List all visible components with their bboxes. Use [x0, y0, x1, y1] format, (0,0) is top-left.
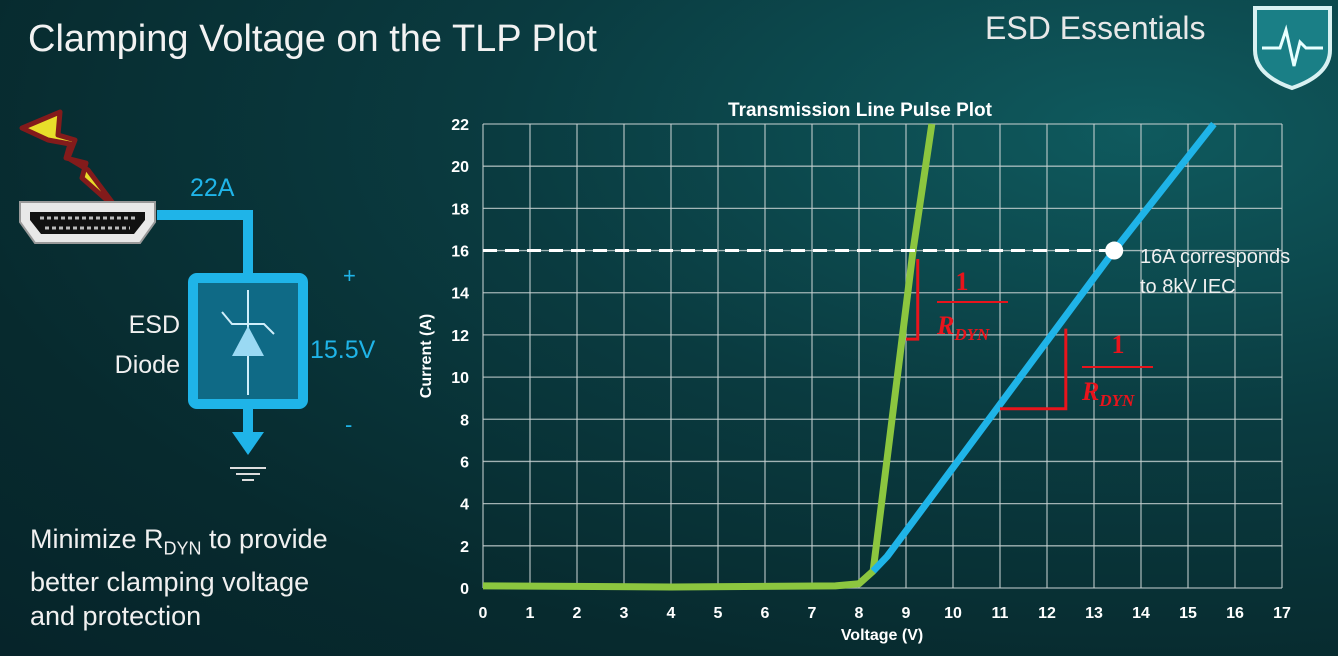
- x-tick-label: 16: [1226, 605, 1244, 622]
- esd-diode-circuit: [157, 210, 308, 481]
- y-tick-label: 10: [451, 370, 469, 387]
- slope-denominator-sub: DYN: [953, 325, 990, 344]
- y-axis-label: Current (A): [418, 314, 435, 398]
- x-tick-label: 3: [620, 605, 629, 622]
- y-tick-label: 2: [460, 539, 469, 556]
- y-tick-label: 8: [460, 412, 469, 429]
- x-tick-label: 7: [808, 605, 817, 622]
- x-tick-label: 8: [855, 605, 864, 622]
- slope-numerator: 1: [1112, 330, 1125, 359]
- slope-triangle-blue: [1000, 328, 1068, 411]
- x-tick-label: 11: [992, 605, 1009, 622]
- marker-point: [1105, 241, 1124, 260]
- series-line-blue: [870, 121, 1217, 574]
- device-label-esd: ESD: [129, 311, 180, 339]
- x-tick-label: 6: [761, 605, 770, 622]
- summary-line: better clamping voltage: [30, 567, 310, 598]
- y-tick-label: 0: [460, 581, 469, 598]
- slope-denominator: R: [1081, 377, 1099, 406]
- x-tick-label: 13: [1085, 605, 1103, 622]
- x-tick-label: 12: [1038, 605, 1056, 622]
- summary-part: Minimize R: [30, 524, 164, 554]
- svg-text:RDYN: RDYN: [936, 311, 990, 344]
- shield-logo-icon: [1253, 6, 1332, 91]
- current-label: 22A: [190, 174, 235, 202]
- marker-annotation-line1: 16A corresponds: [1140, 246, 1290, 268]
- plus-sign: +: [343, 263, 356, 288]
- y-tick-label: 22: [451, 117, 469, 134]
- y-tick-label: 16: [451, 244, 469, 261]
- slope-denominator: R: [936, 311, 954, 340]
- slope-label-blue: 1 RDYN: [1081, 330, 1153, 410]
- x-tick-label: 2: [573, 605, 582, 622]
- y-tick-label: 20: [451, 159, 469, 176]
- slide-title: Clamping Voltage on the TLP Plot: [28, 18, 597, 60]
- slope-triangle-green: [906, 258, 920, 341]
- hdmi-connector-icon: [19, 201, 156, 244]
- x-tick-label: 15: [1179, 605, 1197, 622]
- x-tick-label: 17: [1273, 605, 1291, 622]
- x-tick-label: 5: [714, 605, 723, 622]
- x-tick-label: 4: [667, 605, 676, 622]
- y-tick-label: 12: [451, 328, 469, 345]
- x-tick-label: 1: [526, 605, 535, 622]
- slope-denominator-sub: DYN: [1098, 391, 1135, 410]
- x-axis-label: Voltage (V): [841, 627, 923, 644]
- summary-subscript: DYN: [163, 538, 202, 559]
- svg-text:RDYN: RDYN: [1081, 377, 1135, 410]
- lightning-icon: [19, 109, 121, 213]
- y-tick-label: 6: [460, 454, 469, 471]
- minus-sign: -: [345, 412, 352, 437]
- summary-line: and protection: [30, 601, 202, 632]
- x-tick-label: 0: [479, 605, 488, 622]
- x-tick-label: 9: [902, 605, 911, 622]
- marker-annotation-line2: to 8kV IEC: [1140, 276, 1236, 298]
- y-tick-label: 4: [460, 497, 469, 514]
- voltage-label: 15.5V: [310, 336, 376, 364]
- slope-numerator: 1: [956, 267, 969, 296]
- summary-text: Minimize RDYN to provide better clamping…: [30, 522, 328, 633]
- brand-name: ESD Essentials: [985, 10, 1206, 46]
- slope-label-green: 1 RDYN: [936, 267, 1008, 344]
- y-tick-label: 14: [451, 286, 469, 303]
- device-label-diode: Diode: [115, 351, 180, 379]
- chart-title: Transmission Line Pulse Plot: [728, 100, 993, 121]
- summary-part: to provide: [201, 524, 328, 554]
- y-tick-label: 18: [451, 201, 469, 218]
- series-line-green: [482, 123, 936, 591]
- x-tick-label: 10: [944, 605, 962, 622]
- x-tick-label: 14: [1132, 605, 1150, 622]
- tlp-chart: 0 1 2 3 4 5 6 7 8 9 10 11 12 13 14 15 16 1702468101214161…: [451, 117, 1291, 622]
